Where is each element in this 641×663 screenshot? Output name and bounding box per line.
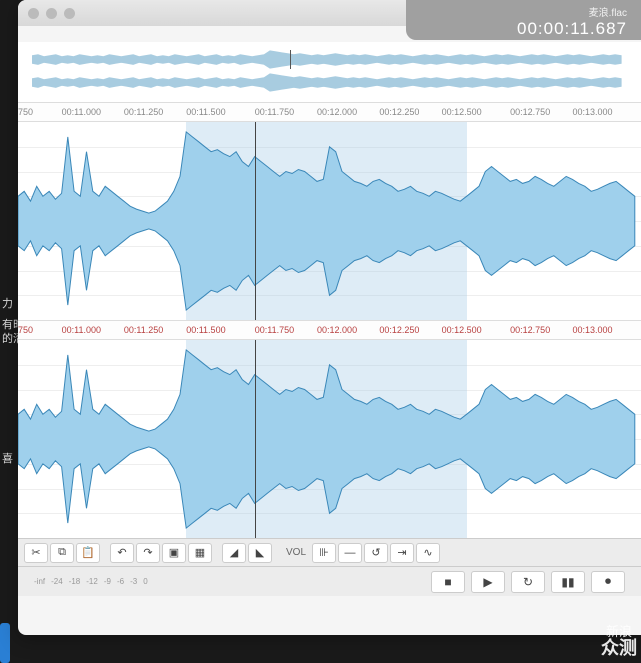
ruler-tick: 00:11.000 <box>62 325 101 335</box>
pitch-button[interactable]: ∿ <box>416 543 440 563</box>
overview-panel[interactable] <box>18 42 641 102</box>
stop-button[interactable]: ■ <box>431 571 465 593</box>
copy-button[interactable]: ⧉ <box>50 543 74 563</box>
close-icon[interactable] <box>28 8 39 19</box>
level-meter-scale: -inf -24 -18 -12 -9 -6 -3 0 <box>24 577 431 586</box>
ruler-tick: 750 <box>18 107 33 117</box>
crop-button[interactable]: ▣ <box>162 543 186 563</box>
meter-label: -18 <box>69 577 81 586</box>
meter-label: -inf <box>34 577 45 586</box>
bg-text: 力 <box>2 295 13 311</box>
meter-label: -9 <box>104 577 111 586</box>
play-button[interactable]: ▶ <box>471 571 505 593</box>
waveform-track-right[interactable] <box>18 340 641 538</box>
traffic-lights[interactable] <box>28 8 75 19</box>
ruler-tick: 00:11.500 <box>186 107 225 117</box>
redo-button[interactable]: ↷ <box>136 543 160 563</box>
ruler-tick: 00:11.750 <box>255 107 294 117</box>
ruler-tick: 00:11.250 <box>124 107 163 117</box>
filename: 麦浪.flac <box>420 4 627 19</box>
fadein-button[interactable]: ◢ <box>222 543 246 563</box>
title-timecode-pill: 麦浪.flac 00:00:11.687 <box>406 0 641 40</box>
playhead[interactable] <box>255 340 256 538</box>
audio-editor-window: 麦浪.flac 00:00:11.687 750 00:11.000 00:11.2… <box>18 0 641 635</box>
meter-label: -6 <box>117 577 124 586</box>
minimize-icon[interactable] <box>46 8 57 19</box>
reverse-button[interactable]: ↺ <box>364 543 388 563</box>
undo-button[interactable]: ↶ <box>110 543 134 563</box>
overview-wave-left <box>32 50 627 69</box>
volume-button[interactable]: ⊪ <box>312 543 336 563</box>
overview-wave-right <box>32 73 627 92</box>
insert-button[interactable]: ⇥ <box>390 543 414 563</box>
playhead[interactable] <box>255 122 256 320</box>
meter-label: -12 <box>86 577 98 586</box>
ruler-tick: 00:12.250 <box>379 107 419 117</box>
ruler-tick: 00:12.750 <box>510 107 550 117</box>
ruler-tick: 00:13.000 <box>572 107 612 117</box>
ruler-tick: 00:12.750 <box>510 325 550 335</box>
pause-button[interactable]: ▮▮ <box>551 571 585 593</box>
dock-fragment <box>0 623 10 663</box>
transport-controls: ■ ▶ ↻ ▮▮ ⏺ <box>431 571 635 593</box>
edit-toolbar: ✂ ⧉ 📋 ↶ ↷ ▣ ▦ ◢ ◣ VOL ⊪ — ↺ ⇥ ∿ <box>18 538 641 566</box>
ruler-tick: 00:11.250 <box>124 325 163 335</box>
overview-playhead[interactable] <box>290 50 291 69</box>
ruler-tick: 00:12.000 <box>317 107 357 117</box>
ruler-tick: 00:12.000 <box>317 325 357 335</box>
ruler-tick: 00:12.500 <box>442 107 482 117</box>
ruler-tick: 00:12.500 <box>442 325 482 335</box>
bottom-bar: -inf -24 -18 -12 -9 -6 -3 0 ■ ▶ ↻ ▮▮ ⏺ <box>18 566 641 596</box>
time-ruler-bottom[interactable]: 750 00:11.000 00:11.250 00:11.500 00:11.750 0… <box>18 320 641 340</box>
ruler-tick: 750 <box>18 325 33 335</box>
titlebar[interactable]: 麦浪.flac 00:00:11.687 <box>18 0 641 26</box>
ruler-tick: 00:11.000 <box>62 107 101 117</box>
paste-button[interactable]: 📋 <box>76 543 100 563</box>
time-ruler-top[interactable]: 750 00:11.000 00:11.250 00:11.500 00:11.750 0… <box>18 102 641 122</box>
fadeout-button[interactable]: ◣ <box>248 543 272 563</box>
ruler-tick: 00:11.750 <box>255 325 294 335</box>
ruler-tick: 00:13.000 <box>572 325 612 335</box>
meter-label: 0 <box>143 577 147 586</box>
normalize-button[interactable]: ▦ <box>188 543 212 563</box>
watermark: 新浪 众测 <box>601 625 637 659</box>
ruler-tick: 00:11.500 <box>186 325 225 335</box>
loop-button[interactable]: ↻ <box>511 571 545 593</box>
meter-label: -24 <box>51 577 63 586</box>
cut-button[interactable]: ✂ <box>24 543 48 563</box>
bg-text: 喜 <box>2 450 13 466</box>
zoom-icon[interactable] <box>64 8 75 19</box>
vol-label: VOL <box>282 547 310 558</box>
record-button[interactable]: ⏺ <box>591 571 625 593</box>
waveform-track-left[interactable] <box>18 122 641 320</box>
silence-button[interactable]: — <box>338 543 362 563</box>
timecode: 00:00:11.687 <box>420 19 627 39</box>
ruler-tick: 00:12.250 <box>379 325 419 335</box>
meter-label: -3 <box>130 577 137 586</box>
